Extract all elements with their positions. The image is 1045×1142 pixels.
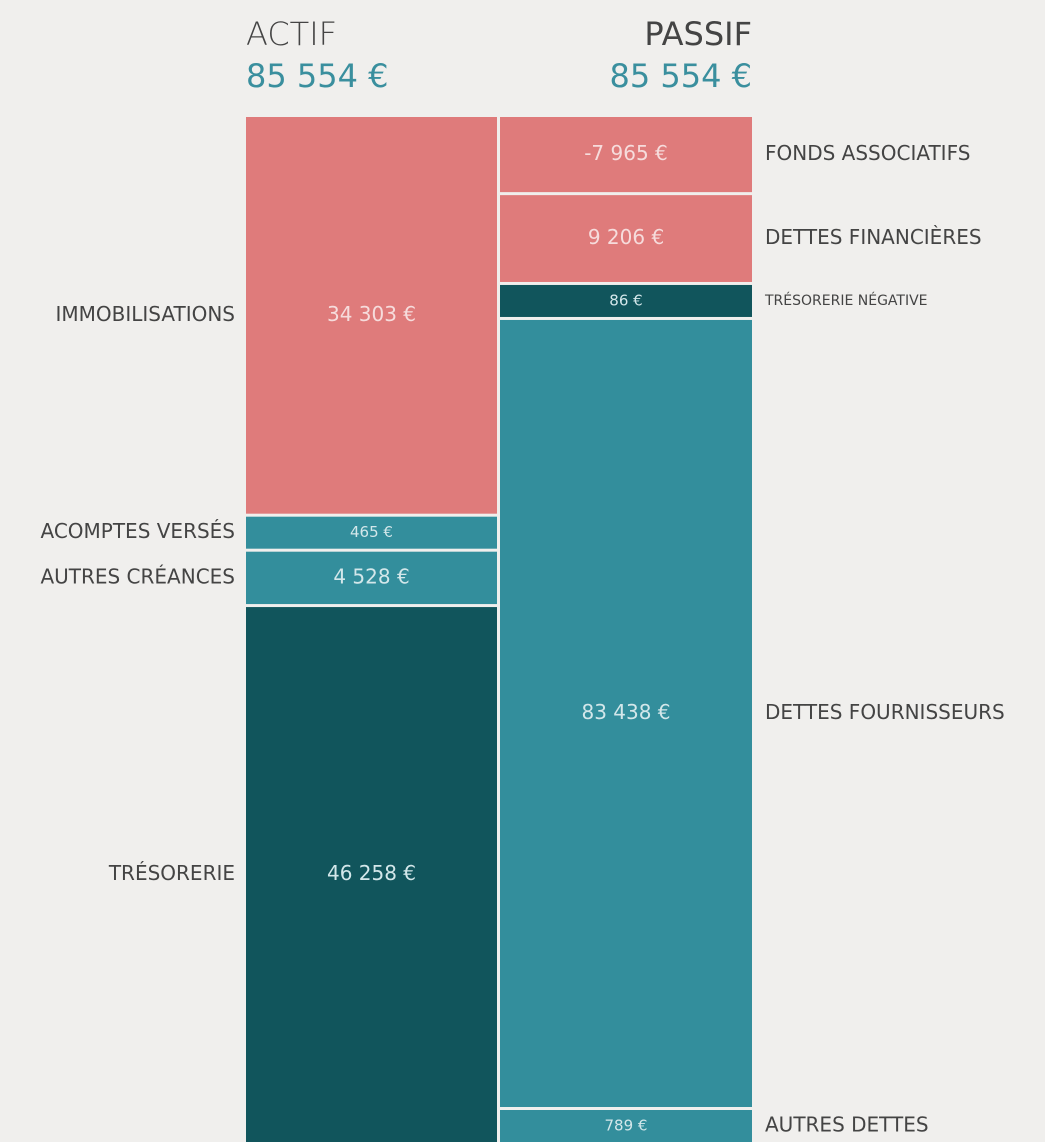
column-total: 85 554 € [610,57,753,95]
value-label: 4 528 € [333,564,409,588]
value-label: 83 438 € [581,700,670,724]
segment-label: ACOMPTES VERSÉS [40,519,235,543]
segment-label: AUTRES DETTES [765,1113,929,1137]
segment [246,516,497,549]
segment-label: DETTES FINANCIÈRES [765,225,982,249]
segment [500,319,752,1107]
segment [500,117,752,193]
segment [246,607,497,1142]
column-title: ACTIF [246,15,337,53]
value-label: -7 965 € [584,141,668,165]
segment [246,551,497,605]
segment-label: IMMOBILISATIONS [55,302,235,326]
segment-label: TRÉSORERIE NÉGATIVE [764,292,928,309]
value-label: 34 303 € [327,302,416,326]
segment-label: FONDS ASSOCIATIFS [765,141,970,165]
value-label: 46 258 € [327,861,416,885]
segment-label: AUTRES CRÉANCES [40,564,235,588]
value-label: 789 € [605,1117,648,1135]
segment-label: TRÉSORERIE [108,861,235,885]
column-title: PASSIF [644,15,752,53]
segment [500,195,752,282]
value-label: 465 € [350,523,393,541]
value-label: 86 € [609,291,642,309]
segment-label: DETTES FOURNISSEURS [765,700,1005,724]
column-total: 85 554 € [246,57,389,95]
segment [500,1110,752,1142]
segment [246,117,497,514]
segment [500,284,752,317]
value-label: 9 206 € [588,225,664,249]
